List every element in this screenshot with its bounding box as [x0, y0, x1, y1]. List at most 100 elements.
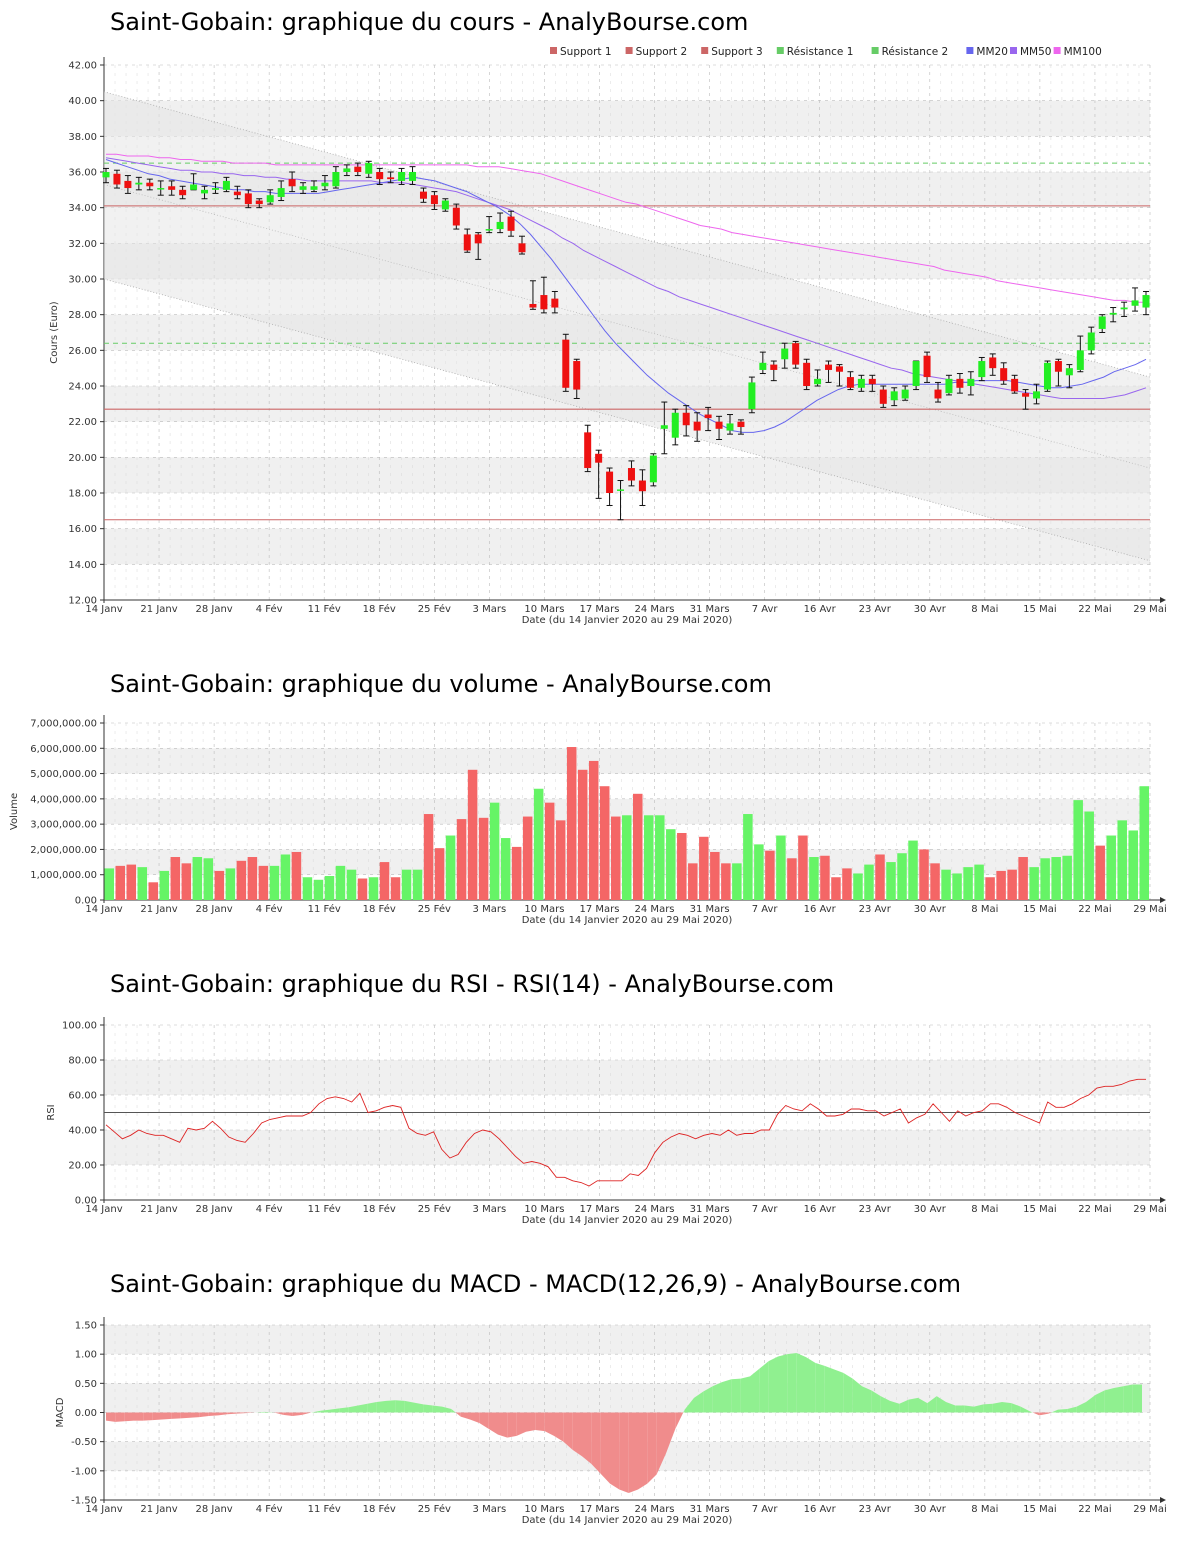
candle-body: [1120, 307, 1128, 310]
macd-area-segment: [218, 1412, 228, 1416]
candle-body: [835, 366, 843, 372]
candle-body: [1043, 362, 1051, 390]
y-tick-label: -0.50: [71, 1437, 97, 1448]
candle-body: [463, 234, 471, 251]
x-tick-label: 4 Fév: [256, 1203, 283, 1215]
legend-swatch: [550, 47, 557, 54]
volume-bar: [423, 814, 434, 900]
candle-body: [945, 378, 953, 394]
volume-bar: [864, 864, 874, 900]
x-tick-label: 14 Janv: [85, 604, 122, 615]
legend-label: Support 3: [711, 46, 763, 58]
candle-body: [485, 229, 493, 231]
x-tick-label: 15 Mai: [1023, 604, 1056, 615]
rsi-chart-title: Saint-Gobain: graphique du RSI - RSI(14)…: [110, 970, 835, 998]
candle-body: [551, 298, 559, 308]
grid-band: [104, 528, 1150, 565]
macd-area-segment: [1058, 1409, 1068, 1413]
x-tick-label: 16 Avr: [804, 904, 837, 915]
x-tick-label: 8 Mai: [971, 1204, 998, 1215]
macd-area-segment: [908, 1397, 918, 1413]
volume-bar: [941, 869, 951, 900]
candle-body: [518, 243, 526, 253]
x-tick-label: 29 Mai: [1133, 904, 1166, 915]
volume-bar: [456, 819, 467, 900]
x-tick-label: 11 Fév: [308, 903, 341, 915]
candle-body: [474, 234, 482, 244]
volume-bar: [633, 793, 643, 900]
candle-body: [792, 343, 800, 365]
x-tick-label: 28 Janv: [195, 604, 232, 615]
candle-body: [255, 200, 263, 205]
macd-area-segment: [759, 1361, 769, 1413]
x-axis-title: Date (du 14 Janvier 2020 au 29 Mai 2020): [522, 915, 733, 926]
candle-body: [452, 207, 460, 226]
candle-body: [529, 303, 537, 308]
candle-body: [923, 355, 931, 378]
candle-body: [288, 179, 296, 187]
volume-bar: [599, 786, 610, 900]
candle-body: [124, 180, 132, 189]
volume-bar: [644, 815, 654, 900]
candle-body: [113, 173, 121, 185]
macd-area-segment: [1132, 1384, 1142, 1413]
candle-body: [934, 389, 942, 399]
volume-bar: [588, 760, 599, 900]
macd-area-segment: [871, 1390, 881, 1413]
x-tick-label: 29 Mai: [1133, 604, 1166, 615]
y-tick-label: 6,000,000.00: [30, 744, 97, 755]
candle-body: [365, 163, 373, 174]
x-tick-label: 30 Avr: [914, 1204, 947, 1215]
y-tick-label: 38.00: [68, 132, 97, 143]
y-axis-title: RSI: [46, 1104, 57, 1120]
volume-bar: [1062, 855, 1072, 900]
candle-body: [857, 378, 865, 388]
volume-bar: [544, 802, 555, 900]
volume-bar: [181, 863, 192, 900]
macd-area-segment: [358, 1403, 368, 1413]
macd-area-segment: [656, 1412, 666, 1475]
macd-area-segment: [992, 1402, 1002, 1413]
candle-body: [879, 389, 887, 404]
x-tick-label: 24 Mars: [635, 1204, 675, 1215]
volume-bar: [721, 863, 731, 900]
candle-body: [1033, 391, 1041, 399]
volume-bar: [996, 870, 1006, 900]
candle-body: [419, 191, 427, 199]
volume-bar: [886, 862, 896, 900]
macd-area-segment: [451, 1409, 456, 1413]
volume-bar: [908, 840, 918, 900]
macd-area-segment: [722, 1379, 732, 1413]
y-tick-label: 3,000,000.00: [30, 820, 97, 831]
x-tick-label: 23 Avr: [859, 1204, 892, 1215]
volume-bar: [566, 747, 577, 900]
candle-body: [660, 425, 668, 429]
y-axis-title: Cours (Euro): [49, 301, 60, 364]
candle-body: [868, 378, 876, 385]
volume-bar: [247, 857, 258, 900]
volume-bar: [875, 854, 885, 900]
x-tick-label: 17 Mars: [579, 604, 619, 615]
x-tick-label: 7 Avr: [752, 904, 779, 915]
legend-label: MM50: [1020, 46, 1051, 58]
macd-area-segment: [1032, 1412, 1040, 1416]
legend-swatch: [1010, 47, 1017, 54]
macd-area-segment: [106, 1412, 116, 1422]
candle-body: [168, 186, 176, 190]
volume-bar: [732, 863, 742, 900]
macd-area-segment: [638, 1412, 648, 1490]
volume-bar: [126, 864, 137, 900]
volume-bar: [787, 858, 797, 900]
volume-bar: [897, 853, 907, 900]
macd-area-segment: [423, 1404, 433, 1413]
volume-bar: [500, 838, 511, 900]
macd-area-segment: [684, 1397, 694, 1413]
y-tick-label: 1.00: [75, 1350, 97, 1361]
volume-bar: [930, 863, 940, 900]
volume-bar: [159, 870, 170, 900]
volume-bar: [302, 877, 313, 900]
grid-band: [104, 1130, 1150, 1165]
legend-swatch: [966, 47, 974, 54]
macd-area-segment: [488, 1412, 498, 1435]
volume-bar: [666, 829, 676, 900]
